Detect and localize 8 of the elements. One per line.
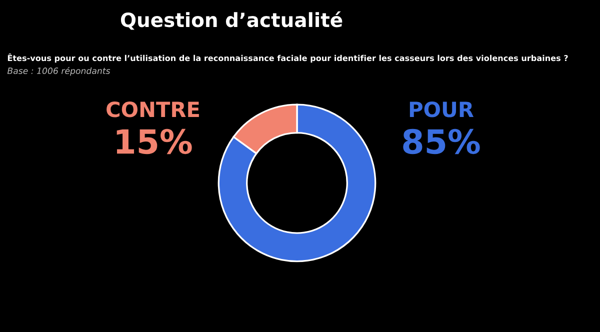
- chart-title: Question d’actualité: [120, 11, 342, 30]
- text: Base : 1006 répondants: [7, 67, 110, 76]
- data-label: 15%: [116, 128, 192, 154]
- slice-label: POUR: [410, 102, 474, 118]
- donut-slice: [218, 104, 376, 262]
- data-label: 85%: [403, 128, 480, 154]
- chart-subtitle: Êtes-vous pour ou contre l’utilisation de la reconnaissance faciale pour identifier les casseurs lors des violences urbaines ?: [8, 54, 568, 63]
- slice-label: CONTRE: [106, 102, 199, 118]
